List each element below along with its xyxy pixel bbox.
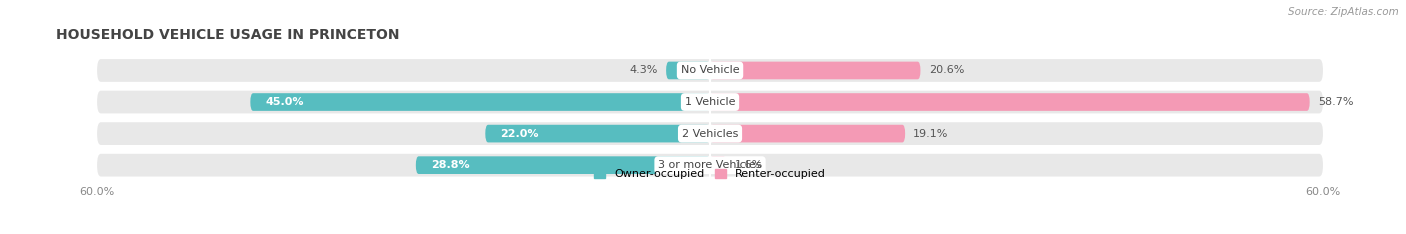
Text: HOUSEHOLD VEHICLE USAGE IN PRINCETON: HOUSEHOLD VEHICLE USAGE IN PRINCETON xyxy=(56,28,399,42)
Text: No Vehicle: No Vehicle xyxy=(681,66,740,76)
Text: 4.3%: 4.3% xyxy=(630,66,658,76)
Text: 22.0%: 22.0% xyxy=(501,129,538,139)
Text: 20.6%: 20.6% xyxy=(928,66,965,76)
Text: Source: ZipAtlas.com: Source: ZipAtlas.com xyxy=(1288,7,1399,17)
Text: 1 Vehicle: 1 Vehicle xyxy=(685,97,735,107)
FancyBboxPatch shape xyxy=(710,125,905,143)
Text: 2 Vehicles: 2 Vehicles xyxy=(682,129,738,139)
Text: 1.6%: 1.6% xyxy=(734,160,763,170)
FancyBboxPatch shape xyxy=(416,156,710,174)
Text: 58.7%: 58.7% xyxy=(1317,97,1354,107)
Text: 3 or more Vehicles: 3 or more Vehicles xyxy=(658,160,762,170)
FancyBboxPatch shape xyxy=(97,91,1323,113)
FancyBboxPatch shape xyxy=(250,93,710,111)
FancyBboxPatch shape xyxy=(97,122,1323,145)
Legend: Owner-occupied, Renter-occupied: Owner-occupied, Renter-occupied xyxy=(589,165,831,184)
Text: 19.1%: 19.1% xyxy=(914,129,949,139)
Text: 45.0%: 45.0% xyxy=(266,97,304,107)
FancyBboxPatch shape xyxy=(485,125,710,143)
Text: 28.8%: 28.8% xyxy=(432,160,470,170)
FancyBboxPatch shape xyxy=(710,62,921,79)
FancyBboxPatch shape xyxy=(666,62,710,79)
FancyBboxPatch shape xyxy=(710,93,1309,111)
FancyBboxPatch shape xyxy=(710,156,727,174)
FancyBboxPatch shape xyxy=(97,154,1323,176)
FancyBboxPatch shape xyxy=(97,59,1323,82)
